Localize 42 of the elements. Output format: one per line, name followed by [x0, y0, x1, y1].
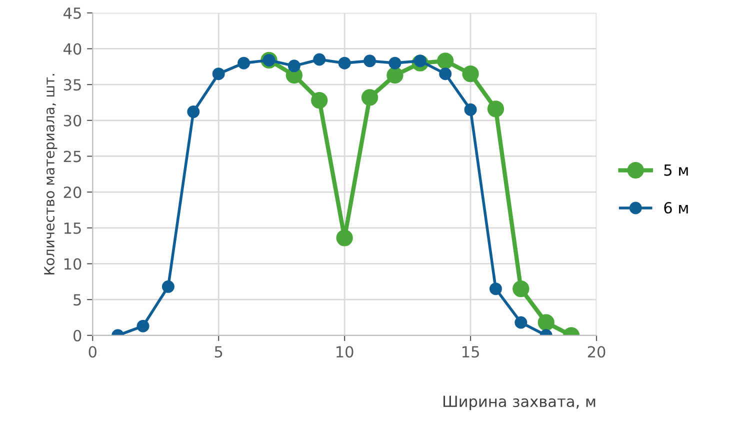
- legend-label: 6 м: [664, 202, 688, 214]
- point: [464, 103, 477, 116]
- point: [538, 314, 554, 331]
- point: [437, 52, 454, 70]
- point: [311, 92, 328, 109]
- y-tick-label: 40: [64, 43, 82, 55]
- point: [238, 56, 250, 70]
- y-axis-title: Количество материала, шт.: [44, 74, 58, 274]
- y-tick-label: 20: [64, 186, 82, 198]
- legend-label: 5 м: [664, 164, 688, 176]
- point: [364, 54, 376, 68]
- y-tick-label: 25: [64, 150, 81, 162]
- y-tick-label: 35: [64, 79, 81, 91]
- y-tick-label: 0: [73, 330, 82, 342]
- point: [514, 316, 528, 329]
- x-tick-label: 15: [462, 346, 479, 358]
- y-tick-label: 30: [64, 114, 82, 126]
- point: [288, 60, 300, 72]
- point: [338, 56, 351, 70]
- y-tick-label: 10: [64, 258, 82, 270]
- point: [512, 280, 530, 298]
- point: [462, 65, 479, 82]
- point: [361, 89, 378, 106]
- point: [136, 320, 150, 332]
- x-tick-label: 20: [588, 346, 606, 358]
- point: [212, 68, 225, 80]
- x-tick-label: 0: [88, 346, 96, 358]
- point: [162, 280, 174, 293]
- point: [187, 106, 200, 118]
- point: [487, 100, 504, 118]
- x-tick-label: 5: [214, 346, 222, 358]
- point: [439, 68, 452, 80]
- point: [313, 53, 326, 66]
- y-tick-label: 45: [64, 8, 81, 19]
- x-axis-title: Ширина захвата, м: [444, 396, 596, 410]
- y-tick-label: 15: [64, 222, 81, 234]
- x-tick-label: 10: [336, 346, 354, 358]
- y-tick-label: 5: [74, 294, 81, 306]
- point: [388, 56, 402, 70]
- point: [489, 282, 502, 296]
- point: [386, 66, 404, 84]
- point: [336, 230, 353, 246]
